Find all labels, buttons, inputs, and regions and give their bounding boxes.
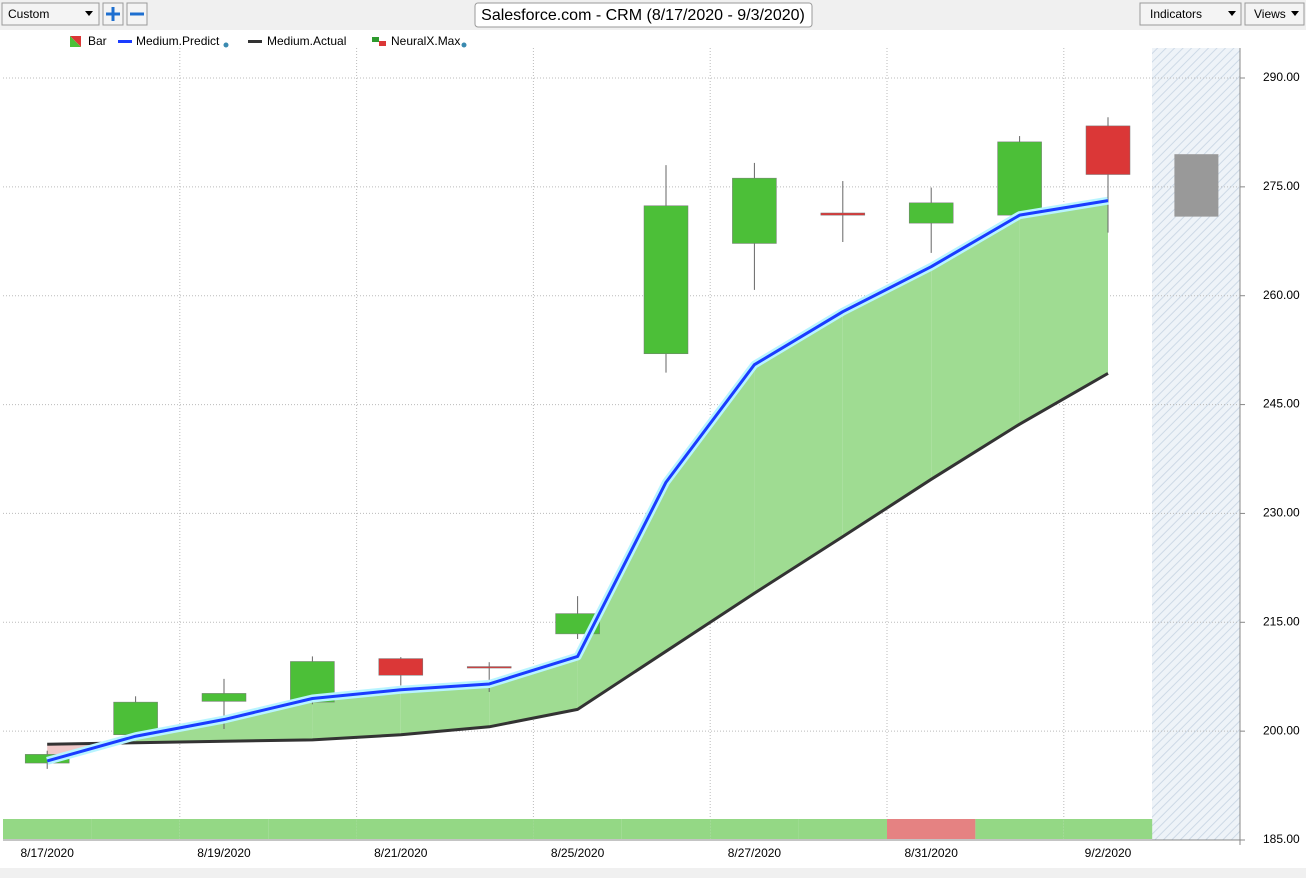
signal-cell xyxy=(798,819,887,839)
y-tick-label: 290.00 xyxy=(1263,70,1300,84)
candle-body xyxy=(997,141,1042,216)
indicators-label: Indicators xyxy=(1150,7,1202,21)
legend-dot xyxy=(461,42,467,48)
chart-title: Salesforce.com - CRM (8/17/2020 - 9/3/20… xyxy=(481,7,805,24)
band-fill xyxy=(931,215,1020,480)
candle-body xyxy=(201,693,247,702)
legend-label: Medium.Predict xyxy=(136,34,220,48)
dropdown-arrow xyxy=(1228,11,1236,16)
scrollbar[interactable] xyxy=(0,868,1306,878)
signal-cell xyxy=(887,819,976,839)
preset-select[interactable] xyxy=(1,2,100,26)
signal-cell xyxy=(356,819,445,839)
dropdown-arrow xyxy=(85,11,93,16)
signal-cell xyxy=(975,819,1064,839)
y-tick-label: 245.00 xyxy=(1263,397,1300,411)
band-fill xyxy=(842,266,932,537)
x-tick-label: 8/17/2020 xyxy=(21,846,75,860)
candle-body xyxy=(643,205,689,355)
band-fill xyxy=(400,683,490,735)
band-fill xyxy=(754,311,843,594)
series-line xyxy=(46,199,1109,763)
legend-icon xyxy=(372,37,379,42)
band-fill xyxy=(224,698,313,742)
plus-icon xyxy=(106,7,120,21)
title-box xyxy=(474,2,813,28)
candle-body xyxy=(113,701,158,736)
signal-cell xyxy=(179,819,269,839)
x-tick-label: 9/2/2020 xyxy=(1085,846,1132,860)
views-select[interactable] xyxy=(1244,2,1305,26)
x-tick-label: 8/19/2020 xyxy=(197,846,251,860)
signal-cell xyxy=(533,819,622,839)
legend-icon xyxy=(70,36,81,47)
band-fill xyxy=(1019,200,1108,425)
candle-body xyxy=(908,202,954,224)
band-fill xyxy=(666,364,755,652)
candle-body xyxy=(466,666,512,669)
y-tick-label: 230.00 xyxy=(1263,506,1300,520)
candle-body xyxy=(378,658,424,676)
preset-label: Custom xyxy=(8,7,49,21)
series-line xyxy=(47,372,1109,746)
candle-body xyxy=(732,177,777,244)
legend-icon xyxy=(118,40,132,43)
band-fill xyxy=(577,482,666,710)
candle-body xyxy=(820,212,866,216)
legend-label: NeuralX.Max xyxy=(391,34,460,48)
y-tick-label: 200.00 xyxy=(1263,723,1300,737)
signal-cell xyxy=(91,819,180,839)
forecast-box xyxy=(1174,154,1219,217)
signal-cell xyxy=(268,819,357,839)
indicators-select[interactable] xyxy=(1139,2,1242,26)
y-tick-label: 275.00 xyxy=(1263,179,1300,193)
signal-cell xyxy=(1063,819,1153,839)
legend-label: Bar xyxy=(88,34,107,48)
legend-dot xyxy=(223,42,229,48)
dropdown-arrow xyxy=(1291,11,1299,16)
signal-cell xyxy=(621,819,711,839)
legend-icon xyxy=(379,41,386,46)
x-tick-label: 8/31/2020 xyxy=(905,846,959,860)
legend-icon xyxy=(248,40,262,43)
y-tick-label: 185.00 xyxy=(1263,832,1300,846)
x-tick-label: 8/27/2020 xyxy=(728,846,782,860)
signal-cell xyxy=(3,819,92,839)
views-label: Views xyxy=(1254,7,1286,21)
legend-label: Medium.Actual xyxy=(267,34,346,48)
x-tick-label: 8/25/2020 xyxy=(551,846,605,860)
y-tick-label: 260.00 xyxy=(1263,288,1300,302)
signal-cell xyxy=(710,819,799,839)
y-tick-label: 215.00 xyxy=(1263,614,1300,628)
x-tick-label: 8/21/2020 xyxy=(374,846,428,860)
candle-body xyxy=(1085,125,1131,175)
band-fill xyxy=(489,656,578,727)
signal-cell xyxy=(445,819,534,839)
